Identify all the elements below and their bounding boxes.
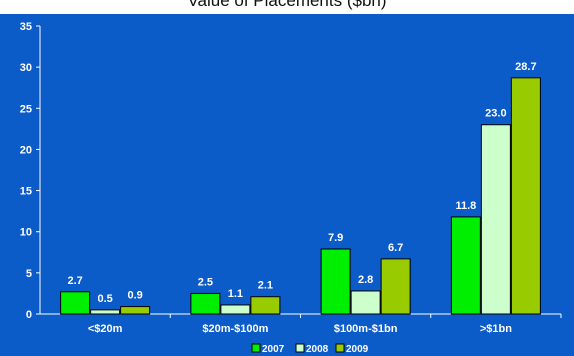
y-tick-label: 30 — [20, 62, 32, 74]
x-tick-label: <$20m — [88, 323, 123, 335]
x-tick-label: $20m-$100m — [202, 323, 268, 335]
bar-2009 — [120, 306, 151, 315]
data-label: 0.9 — [127, 290, 142, 302]
data-label: 23.0 — [485, 108, 506, 120]
data-label: 2.7 — [67, 275, 82, 287]
chart-title: Value of Placements ($bn) — [187, 0, 387, 10]
bar-2008 — [350, 290, 381, 315]
data-label: 2.1 — [258, 280, 273, 292]
bar-2009 — [380, 258, 411, 315]
legend-label: 2009 — [346, 344, 369, 355]
data-label: 2.8 — [358, 274, 373, 286]
bar-2008 — [220, 304, 251, 315]
data-label: 0.5 — [97, 293, 112, 305]
y-tick-label: 5 — [26, 268, 32, 280]
bar-2008 — [480, 124, 511, 315]
data-label: 1.1 — [228, 288, 243, 300]
legend-swatch-2008 — [295, 343, 305, 353]
y-tick-label: 15 — [20, 186, 32, 198]
bar-2008 — [90, 309, 121, 315]
y-tick-label: 10 — [20, 227, 32, 239]
legend-swatch-2009 — [335, 343, 345, 353]
bar-2009 — [510, 77, 541, 315]
data-label: 28.7 — [515, 61, 536, 73]
data-label: 7.9 — [328, 232, 343, 244]
x-tick-label: >$1bn — [480, 323, 512, 335]
legend-label: 2007 — [262, 344, 285, 355]
bar-2007 — [450, 216, 481, 315]
bar-2007 — [60, 291, 91, 315]
x-tick-label: $100m-$1bn — [334, 323, 398, 335]
legend-label: 2008 — [306, 344, 329, 355]
data-label: 6.7 — [388, 242, 403, 254]
y-tick-label: 35 — [20, 21, 32, 33]
y-tick-label: 25 — [20, 103, 32, 115]
y-tick-label: 20 — [20, 144, 32, 156]
legend-swatch-2007 — [251, 343, 261, 353]
bar-2007 — [320, 248, 351, 315]
data-label: 11.8 — [455, 200, 476, 212]
bar-2009 — [250, 296, 281, 315]
data-label: 2.5 — [198, 276, 213, 288]
bar-2007 — [190, 292, 221, 315]
y-tick-label: 0 — [26, 309, 32, 321]
